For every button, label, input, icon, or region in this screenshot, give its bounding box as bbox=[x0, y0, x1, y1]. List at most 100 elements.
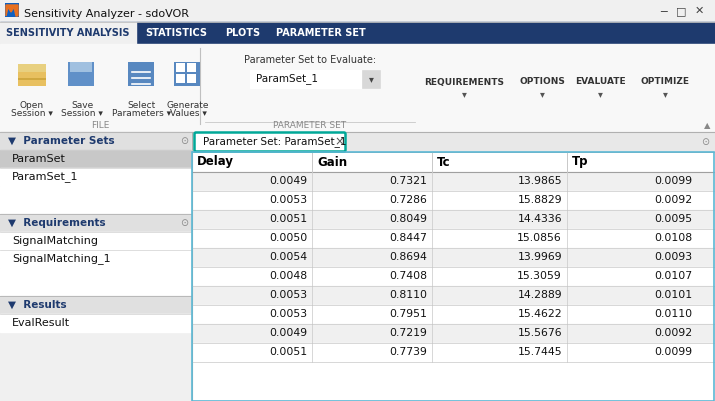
Bar bbox=[18, 66, 46, 86]
Text: ─: ─ bbox=[660, 6, 666, 16]
Bar bbox=[0, 314, 192, 332]
Text: 13.9969: 13.9969 bbox=[518, 252, 562, 262]
Text: ▾: ▾ bbox=[462, 89, 466, 99]
Text: PARAMETER SET: PARAMETER SET bbox=[273, 120, 347, 130]
Text: 15.7445: 15.7445 bbox=[518, 347, 562, 357]
Text: OPTIONS: OPTIONS bbox=[519, 77, 565, 87]
Text: ⊙: ⊙ bbox=[701, 137, 709, 147]
Text: 14.2889: 14.2889 bbox=[518, 290, 562, 300]
Text: Parameters ▾: Parameters ▾ bbox=[112, 109, 172, 117]
Text: ▼  Results: ▼ Results bbox=[8, 300, 66, 310]
Text: ▾: ▾ bbox=[540, 89, 544, 99]
Bar bbox=[0, 168, 192, 186]
Bar bbox=[18, 78, 46, 80]
Text: 15.4622: 15.4622 bbox=[518, 309, 562, 319]
Text: 15.8829: 15.8829 bbox=[518, 195, 562, 205]
Text: 0.7951: 0.7951 bbox=[389, 309, 427, 319]
Bar bbox=[176, 63, 185, 72]
Text: ×: × bbox=[334, 136, 344, 148]
Text: Delay: Delay bbox=[197, 156, 234, 168]
Text: □: □ bbox=[676, 6, 686, 16]
Bar bbox=[192, 210, 715, 229]
Bar bbox=[0, 268, 192, 296]
Text: 0.0092: 0.0092 bbox=[654, 195, 692, 205]
Text: 0.0049: 0.0049 bbox=[269, 176, 307, 186]
Text: ⊙: ⊙ bbox=[180, 218, 188, 228]
Bar bbox=[192, 248, 715, 267]
Text: Open: Open bbox=[20, 101, 44, 111]
Bar bbox=[0, 232, 192, 250]
Bar bbox=[0, 44, 715, 132]
Text: SENSITIVITY ANALYSIS: SENSITIVITY ANALYSIS bbox=[6, 28, 129, 38]
Bar bbox=[192, 343, 715, 362]
Text: 0.0049: 0.0049 bbox=[269, 328, 307, 338]
Text: 15.0856: 15.0856 bbox=[517, 233, 562, 243]
Bar bbox=[192, 267, 715, 286]
Text: 0.7219: 0.7219 bbox=[389, 328, 427, 338]
Bar bbox=[0, 250, 192, 268]
Text: 14.4336: 14.4336 bbox=[518, 214, 562, 224]
Text: OPTIMIZE: OPTIMIZE bbox=[641, 77, 689, 87]
Text: Generate: Generate bbox=[167, 101, 209, 111]
Text: ⊙: ⊙ bbox=[180, 136, 188, 146]
Text: 13.9865: 13.9865 bbox=[518, 176, 562, 186]
Text: Parameter Set: ParamSet_1: Parameter Set: ParamSet_1 bbox=[203, 137, 347, 148]
Text: 0.0053: 0.0053 bbox=[269, 309, 307, 319]
Bar bbox=[192, 324, 715, 343]
Bar bbox=[0, 132, 192, 401]
Text: ▲: ▲ bbox=[704, 122, 710, 130]
Text: 0.8110: 0.8110 bbox=[389, 290, 427, 300]
Bar bbox=[192, 191, 715, 210]
Text: Values ▾: Values ▾ bbox=[169, 109, 207, 117]
Text: Select: Select bbox=[128, 101, 156, 111]
Bar bbox=[0, 150, 192, 168]
Text: PARAMETER SET: PARAMETER SET bbox=[276, 28, 366, 38]
Text: ParamSet_1: ParamSet_1 bbox=[12, 172, 79, 182]
Text: EvalResult: EvalResult bbox=[12, 318, 70, 328]
Bar bbox=[0, 296, 192, 314]
Text: 0.0099: 0.0099 bbox=[654, 347, 692, 357]
Bar bbox=[192, 152, 715, 172]
Bar bbox=[18, 64, 46, 72]
Text: EVALUATE: EVALUATE bbox=[575, 77, 626, 87]
Bar bbox=[0, 132, 192, 150]
Text: PLOTS: PLOTS bbox=[225, 28, 260, 38]
Bar bbox=[192, 172, 715, 191]
Text: 0.7286: 0.7286 bbox=[389, 195, 427, 205]
Text: 0.0093: 0.0093 bbox=[654, 252, 692, 262]
Text: 0.0092: 0.0092 bbox=[654, 328, 692, 338]
Text: 0.7321: 0.7321 bbox=[389, 176, 427, 186]
Text: ParamSet: ParamSet bbox=[12, 154, 66, 164]
Text: 0.0095: 0.0095 bbox=[654, 214, 692, 224]
Text: ▼  Requirements: ▼ Requirements bbox=[8, 218, 106, 228]
Text: Tc: Tc bbox=[437, 156, 450, 168]
Bar bbox=[192, 229, 715, 248]
Text: 0.0053: 0.0053 bbox=[269, 290, 307, 300]
Bar bbox=[250, 70, 380, 88]
Text: REQUIREMENTS: REQUIREMENTS bbox=[424, 77, 504, 87]
Bar bbox=[176, 74, 185, 83]
Text: FILE: FILE bbox=[91, 120, 109, 130]
Bar bbox=[0, 22, 715, 44]
Text: Session ▾: Session ▾ bbox=[11, 109, 53, 117]
Text: Session ▾: Session ▾ bbox=[61, 109, 103, 117]
Bar bbox=[192, 132, 715, 152]
Polygon shape bbox=[6, 5, 18, 16]
Text: ParamSet_1: ParamSet_1 bbox=[256, 73, 318, 85]
Text: ✕: ✕ bbox=[694, 6, 704, 16]
Text: 15.3059: 15.3059 bbox=[517, 271, 562, 281]
Bar bbox=[0, 0, 715, 22]
Text: 0.0051: 0.0051 bbox=[269, 347, 307, 357]
Text: 0.0054: 0.0054 bbox=[269, 252, 307, 262]
Bar bbox=[187, 63, 196, 72]
Text: 0.8447: 0.8447 bbox=[389, 233, 427, 243]
Text: 0.0048: 0.0048 bbox=[269, 271, 307, 281]
Text: 0.8694: 0.8694 bbox=[389, 252, 427, 262]
Bar bbox=[192, 152, 714, 401]
Bar bbox=[174, 62, 200, 86]
Bar bbox=[187, 74, 196, 83]
Text: SignalMatching: SignalMatching bbox=[12, 236, 98, 246]
Text: Parameter Set to Evaluate:: Parameter Set to Evaluate: bbox=[244, 55, 376, 65]
Text: Tp: Tp bbox=[572, 156, 588, 168]
Text: 0.0110: 0.0110 bbox=[654, 309, 692, 319]
